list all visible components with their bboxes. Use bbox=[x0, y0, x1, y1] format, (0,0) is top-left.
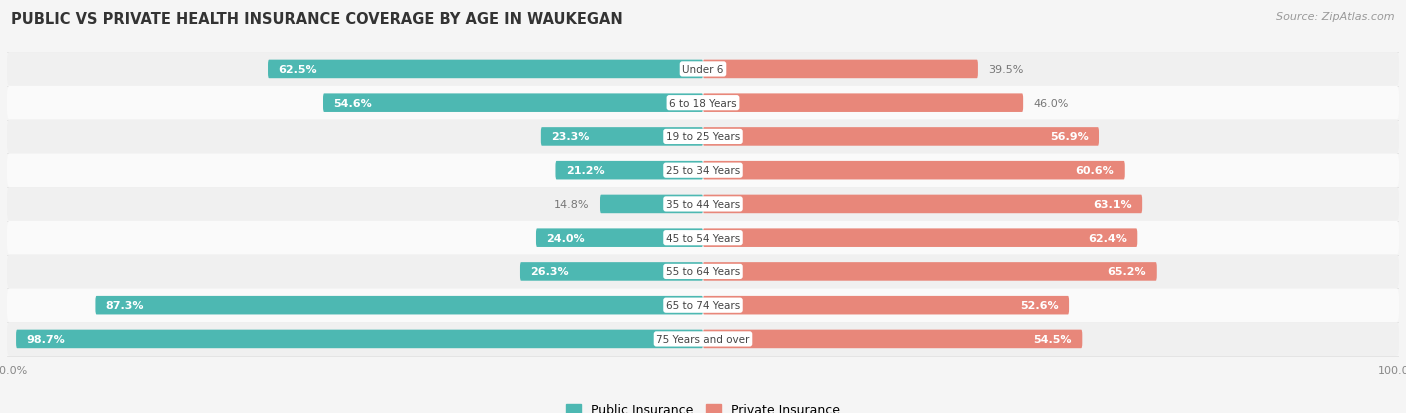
FancyBboxPatch shape bbox=[541, 128, 703, 146]
Text: 35 to 44 Years: 35 to 44 Years bbox=[666, 199, 740, 209]
FancyBboxPatch shape bbox=[703, 263, 1157, 281]
Text: Source: ZipAtlas.com: Source: ZipAtlas.com bbox=[1277, 12, 1395, 22]
FancyBboxPatch shape bbox=[7, 53, 1399, 87]
Text: 52.6%: 52.6% bbox=[1019, 300, 1059, 311]
Text: 98.7%: 98.7% bbox=[27, 334, 65, 344]
FancyBboxPatch shape bbox=[703, 229, 1137, 247]
Text: Under 6: Under 6 bbox=[682, 65, 724, 75]
Text: 62.4%: 62.4% bbox=[1088, 233, 1126, 243]
Text: 6 to 18 Years: 6 to 18 Years bbox=[669, 98, 737, 109]
Text: 14.8%: 14.8% bbox=[554, 199, 589, 209]
Text: 65 to 74 Years: 65 to 74 Years bbox=[666, 300, 740, 311]
Text: 63.1%: 63.1% bbox=[1092, 199, 1132, 209]
Legend: Public Insurance, Private Insurance: Public Insurance, Private Insurance bbox=[561, 398, 845, 413]
FancyBboxPatch shape bbox=[703, 195, 1142, 214]
Text: 54.5%: 54.5% bbox=[1033, 334, 1071, 344]
Text: 62.5%: 62.5% bbox=[278, 65, 318, 75]
Text: 46.0%: 46.0% bbox=[1033, 98, 1069, 109]
FancyBboxPatch shape bbox=[555, 161, 703, 180]
FancyBboxPatch shape bbox=[96, 296, 703, 315]
Text: 25 to 34 Years: 25 to 34 Years bbox=[666, 166, 740, 176]
FancyBboxPatch shape bbox=[323, 94, 703, 113]
FancyBboxPatch shape bbox=[703, 60, 979, 79]
Text: 23.3%: 23.3% bbox=[551, 132, 589, 142]
Text: 60.6%: 60.6% bbox=[1076, 166, 1115, 176]
FancyBboxPatch shape bbox=[600, 195, 703, 214]
FancyBboxPatch shape bbox=[7, 289, 1399, 322]
FancyBboxPatch shape bbox=[7, 255, 1399, 289]
Text: 56.9%: 56.9% bbox=[1050, 132, 1088, 142]
FancyBboxPatch shape bbox=[703, 296, 1069, 315]
Text: 39.5%: 39.5% bbox=[988, 65, 1024, 75]
FancyBboxPatch shape bbox=[7, 188, 1399, 221]
FancyBboxPatch shape bbox=[703, 128, 1099, 146]
Text: 24.0%: 24.0% bbox=[547, 233, 585, 243]
FancyBboxPatch shape bbox=[703, 161, 1125, 180]
FancyBboxPatch shape bbox=[15, 330, 703, 349]
FancyBboxPatch shape bbox=[269, 60, 703, 79]
Text: 65.2%: 65.2% bbox=[1108, 267, 1146, 277]
FancyBboxPatch shape bbox=[7, 221, 1399, 255]
FancyBboxPatch shape bbox=[536, 229, 703, 247]
Text: 45 to 54 Years: 45 to 54 Years bbox=[666, 233, 740, 243]
Text: 55 to 64 Years: 55 to 64 Years bbox=[666, 267, 740, 277]
Text: 21.2%: 21.2% bbox=[565, 166, 605, 176]
FancyBboxPatch shape bbox=[520, 263, 703, 281]
Text: 75 Years and over: 75 Years and over bbox=[657, 334, 749, 344]
FancyBboxPatch shape bbox=[7, 120, 1399, 154]
Text: 26.3%: 26.3% bbox=[530, 267, 569, 277]
FancyBboxPatch shape bbox=[703, 330, 1083, 349]
FancyBboxPatch shape bbox=[7, 322, 1399, 356]
FancyBboxPatch shape bbox=[7, 154, 1399, 188]
FancyBboxPatch shape bbox=[703, 94, 1024, 113]
Text: 54.6%: 54.6% bbox=[333, 98, 373, 109]
Text: 87.3%: 87.3% bbox=[105, 300, 145, 311]
FancyBboxPatch shape bbox=[7, 87, 1399, 120]
Text: PUBLIC VS PRIVATE HEALTH INSURANCE COVERAGE BY AGE IN WAUKEGAN: PUBLIC VS PRIVATE HEALTH INSURANCE COVER… bbox=[11, 12, 623, 27]
Text: 19 to 25 Years: 19 to 25 Years bbox=[666, 132, 740, 142]
